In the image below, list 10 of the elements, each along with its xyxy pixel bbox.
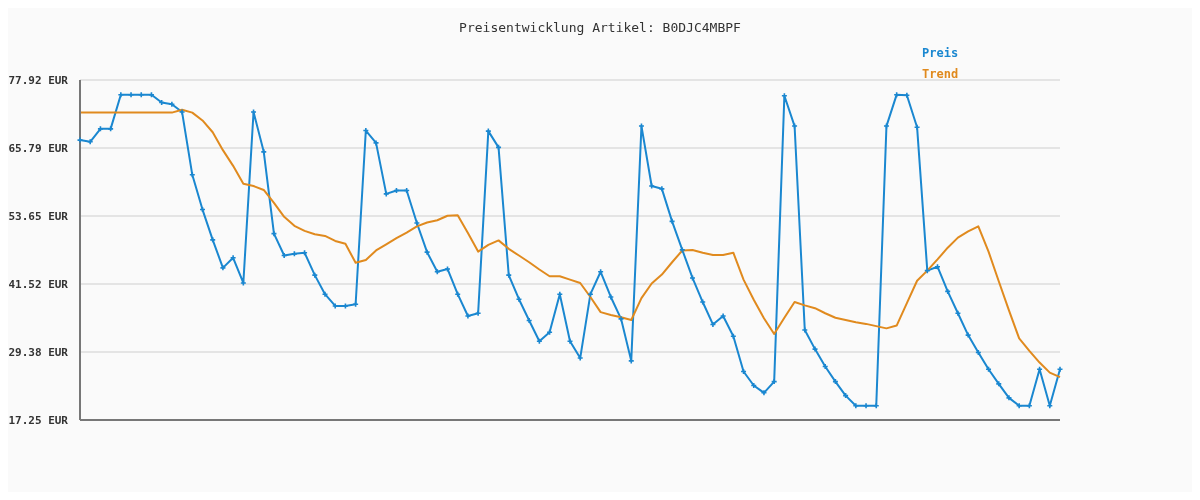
- y-tick-label: 29.38 EUR: [8, 346, 69, 360]
- y-tick-label: 17.25 EUR: [8, 414, 69, 427]
- y-tick-label: 65.79 EUR: [8, 141, 69, 155]
- chart-title: Preisentwicklung Artikel: B0DJC4MBPF: [458, 20, 742, 35]
- line-series: [79, 108, 1061, 379]
- y-tick-label: 77.92 EUR: [8, 74, 69, 87]
- y-tick-label: 41.52 EUR: [8, 277, 69, 291]
- text: Preis: [922, 46, 960, 60]
- text: Trend: [922, 67, 960, 81]
- y-tick-label: 53.65 EUR: [8, 210, 69, 224]
